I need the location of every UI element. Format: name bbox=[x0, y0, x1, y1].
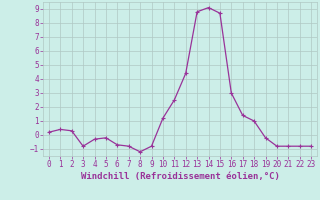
X-axis label: Windchill (Refroidissement éolien,°C): Windchill (Refroidissement éolien,°C) bbox=[81, 172, 279, 181]
